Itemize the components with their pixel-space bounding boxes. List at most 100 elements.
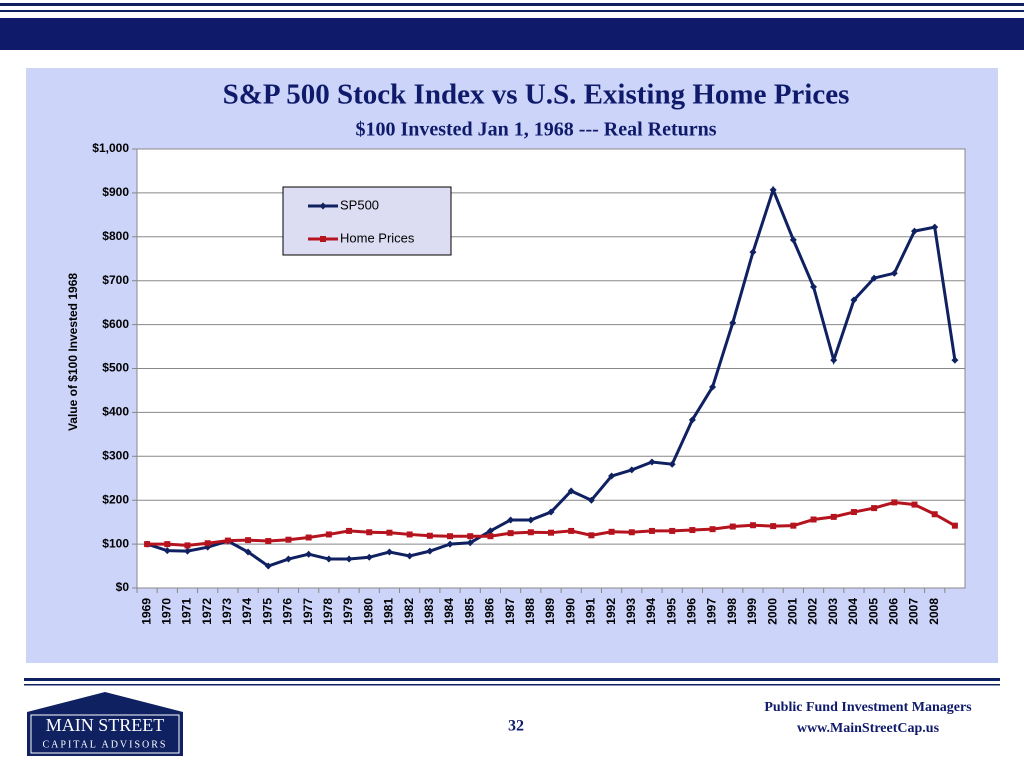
data-point [486, 527, 494, 535]
footer-website: www.MainStreetCap.us [797, 721, 940, 736]
y-tick-label: $800 [102, 229, 129, 243]
x-tick-label: 1987 [503, 598, 517, 625]
data-point [284, 555, 292, 563]
data-point [245, 537, 252, 544]
x-tick-label: 2006 [886, 598, 900, 625]
x-tick-label: 2004 [846, 598, 860, 625]
data-point [608, 528, 615, 535]
y-tick-label: $200 [102, 492, 129, 506]
data-point [790, 522, 797, 529]
data-point [709, 383, 717, 391]
y-tick-label: $900 [102, 185, 129, 199]
x-tick-label: 1985 [462, 598, 476, 625]
footer-company: Public Fund Investment Managers [764, 700, 972, 715]
x-tick-label: 1983 [422, 598, 436, 625]
logo-roof [27, 692, 183, 712]
x-tick-label: 1989 [543, 598, 557, 625]
y-tick-label: $400 [102, 405, 129, 419]
x-tick-label: 1978 [321, 598, 335, 625]
legend-label: Home Prices [340, 230, 415, 245]
data-point [789, 236, 797, 244]
logo-text: MAIN STREET [46, 715, 165, 735]
data-point [346, 527, 353, 534]
x-tick-label: 1993 [624, 598, 638, 625]
logo-frame [30, 714, 180, 754]
x-tick-label: 1999 [745, 598, 759, 625]
y-tick-label: $300 [102, 448, 129, 462]
x-tick-label: 1973 [220, 598, 234, 625]
x-tick-label: 2002 [806, 598, 820, 625]
data-point [527, 516, 535, 524]
data-point [871, 505, 878, 512]
data-point [466, 539, 474, 547]
data-point [365, 553, 373, 561]
data-point [588, 532, 595, 539]
data-point [749, 522, 756, 529]
data-point [911, 227, 919, 235]
x-tick-label: 1976 [281, 598, 295, 625]
data-point [668, 460, 676, 468]
y-tick-label: $600 [102, 317, 129, 331]
logo-box [27, 712, 183, 756]
data-point [385, 548, 393, 556]
legend-marker [319, 202, 327, 210]
data-point [325, 531, 332, 538]
data-point [830, 513, 837, 520]
data-point [406, 531, 413, 538]
data-point [224, 537, 231, 544]
data-point [184, 542, 191, 549]
data-point [850, 296, 858, 304]
data-point [608, 472, 616, 480]
data-point [648, 458, 656, 466]
legend: SP500 Home Prices [282, 186, 452, 256]
data-point [183, 547, 191, 555]
x-tick-label: 1992 [604, 598, 618, 625]
data-point [285, 536, 292, 543]
data-point [628, 529, 635, 536]
chart-title: S&P 500 Stock Index vs U.S. Existing Hom… [223, 79, 850, 111]
x-tick-label: 1972 [200, 598, 214, 625]
x-tick-label: 1986 [483, 598, 497, 625]
data-point [951, 356, 959, 364]
x-tick-label: 2001 [786, 598, 800, 625]
data-point [567, 487, 575, 495]
data-point [305, 534, 312, 541]
y-tick-label: $700 [102, 273, 129, 287]
y-tick-label: $0 [116, 580, 130, 594]
y-axis-label: Value of $100 Invested 1968 [66, 273, 80, 431]
logo-text: CAPITAL ADVISORS [42, 739, 167, 750]
data-point [507, 530, 514, 537]
x-tick-label: 2005 [866, 598, 880, 625]
data-point [709, 526, 716, 533]
x-tick-label: 2008 [927, 598, 941, 625]
x-tick-label: 1996 [685, 598, 699, 625]
logo: MAIN STREET CAPITAL ADVISORS [27, 692, 183, 756]
x-tick-label: 1982 [402, 598, 416, 625]
data-point [467, 533, 474, 540]
data-point [265, 538, 272, 545]
data-point [345, 555, 353, 563]
data-point [810, 516, 817, 523]
data-point [587, 496, 595, 504]
data-point [144, 541, 151, 548]
data-point [770, 523, 777, 530]
x-tick-label: 1994 [644, 598, 658, 625]
data-point [749, 248, 757, 256]
data-point [244, 548, 252, 556]
data-point [810, 283, 818, 291]
data-point [487, 533, 494, 540]
data-point [951, 522, 958, 529]
data-point [163, 547, 171, 555]
data-point [931, 511, 938, 518]
footer-rule [24, 678, 1000, 681]
data-point [164, 541, 171, 548]
data-point [446, 540, 454, 548]
data-point [305, 550, 313, 558]
data-point [890, 269, 898, 277]
x-tick-label: 2007 [907, 598, 921, 625]
data-point [850, 509, 857, 516]
data-point [204, 540, 211, 547]
data-point [426, 547, 434, 555]
page-number: 32 [508, 718, 524, 735]
